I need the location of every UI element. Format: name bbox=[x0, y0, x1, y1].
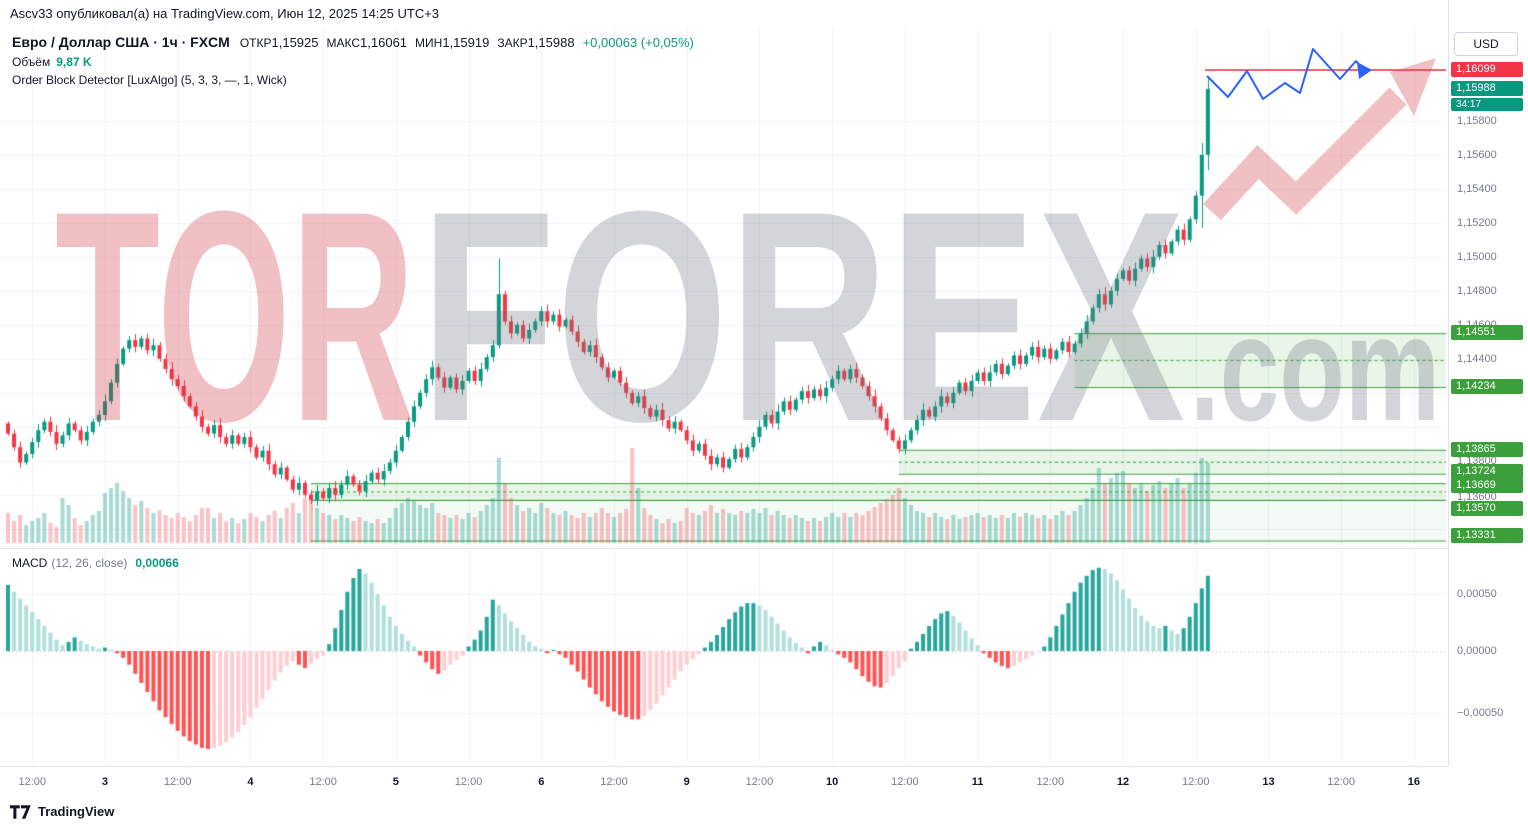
time-day-label: 5 bbox=[392, 776, 399, 788]
open-value: 1,15925 bbox=[271, 35, 319, 50]
price-tick-label: 1,13600 bbox=[1457, 491, 1497, 503]
price-tick-label: 1,14400 bbox=[1457, 353, 1497, 365]
macd-label: MACD bbox=[12, 556, 48, 570]
price-level-label: 1,13669 bbox=[1451, 478, 1523, 493]
time-day-label: 10 bbox=[826, 776, 839, 788]
price-level-label: 1,14234 bbox=[1451, 379, 1523, 394]
time-hour-label: 12:00 bbox=[163, 776, 192, 788]
tradingview-brand-text: TradingView bbox=[38, 804, 115, 819]
tradingview-brand[interactable]: TradingView bbox=[10, 804, 114, 819]
chart-legend: Евро / Доллар США · 1ч · FXCM ОТКР1,15925… bbox=[12, 34, 694, 87]
price-level-label: 1,16099 bbox=[1451, 62, 1523, 77]
price-tick-label: 1,14800 bbox=[1457, 285, 1497, 297]
low-label: МИН bbox=[415, 36, 443, 50]
price-tick-label: 1,15200 bbox=[1457, 217, 1497, 229]
low-value: 1,15919 bbox=[442, 35, 490, 50]
time-hour-label: 12:00 bbox=[1181, 776, 1210, 788]
price-tick-label: 1,15800 bbox=[1457, 115, 1497, 127]
price-level-label: 1,13724 bbox=[1451, 464, 1523, 479]
volume-legend-label[interactable]: Объём bbox=[12, 55, 51, 69]
macd-tick-label: −0,00050 bbox=[1457, 707, 1504, 719]
macd-tick-label: 0,00050 bbox=[1457, 588, 1497, 600]
price-tick-label: 1,15400 bbox=[1457, 183, 1497, 195]
macd-tick-label: 0,00000 bbox=[1457, 645, 1497, 657]
price-level-label: 1,13865 bbox=[1451, 442, 1523, 457]
time-hour-label: 12:00 bbox=[18, 776, 46, 788]
price-tick-label: 1,15600 bbox=[1457, 149, 1497, 161]
time-hour-label: 12:00 bbox=[891, 776, 919, 788]
time-day-label: 6 bbox=[538, 776, 545, 788]
currency-usd-button[interactable]: USD bbox=[1454, 32, 1518, 56]
close-value: 1,15988 bbox=[527, 35, 575, 50]
published-note: Ascv33 опубликовал(а) на TradingView.com… bbox=[10, 6, 440, 21]
macd-legend[interactable]: MACD (12, 26, close) 0,00066 bbox=[12, 556, 179, 570]
time-hour-label: 12:00 bbox=[1327, 776, 1355, 788]
orderblock-indicator-legend[interactable]: Order Block Detector [LuxAlgo] (5, 3, 3,… bbox=[12, 73, 287, 87]
time-day-label: 11 bbox=[971, 776, 984, 788]
time-day-label: 3 bbox=[101, 776, 109, 788]
time-day-label: 9 bbox=[683, 776, 690, 788]
time-axis[interactable]: 12:00 3 12:00 4 12:00 5 12:00 6 12:00 9 12:00 10 12:… bbox=[0, 766, 1448, 799]
macd-value: 0,00066 bbox=[135, 556, 179, 570]
price-level-label: 1,14551 bbox=[1451, 325, 1523, 340]
countdown-label: 34:17 bbox=[1451, 98, 1523, 111]
price-tick-label: 1,15000 bbox=[1457, 251, 1497, 263]
time-day-label: 12 bbox=[1116, 776, 1130, 788]
change-value: +0,00063 (+0,05%) bbox=[582, 35, 694, 50]
macd-params: (12, 26, close) bbox=[51, 556, 128, 570]
time-day-label: 13 bbox=[1262, 776, 1275, 788]
price-axis[interactable]: USD 1,15800 1,15600 1,15400 1,15200 1,15000 1… bbox=[1448, 0, 1528, 766]
price-level-label: 1,13331 bbox=[1451, 528, 1523, 543]
open-label: ОТКР bbox=[239, 36, 272, 50]
time-day-label: 16 bbox=[1407, 776, 1421, 788]
time-hour-label: 12:00 bbox=[600, 776, 628, 788]
price-level-label: 1,15988 bbox=[1451, 81, 1523, 96]
time-day-label: 4 bbox=[247, 776, 254, 788]
high-label: МАКС bbox=[326, 36, 361, 50]
close-label: ЗАКР bbox=[497, 36, 528, 50]
symbol-title[interactable]: Евро / Доллар США · 1ч · FXCM bbox=[12, 34, 230, 50]
price-level-label: 1,13570 bbox=[1451, 501, 1523, 516]
volume-value: 9,87 K bbox=[56, 55, 92, 69]
tradingview-logo-icon bbox=[10, 804, 31, 819]
time-hour-label: 12:00 bbox=[745, 776, 774, 788]
time-hour-label: 12:00 bbox=[309, 776, 337, 788]
time-hour-label: 12:00 bbox=[454, 776, 483, 788]
high-value: 1,16061 bbox=[360, 35, 408, 50]
time-hour-label: 12:00 bbox=[1036, 776, 1065, 788]
panel-divider[interactable] bbox=[0, 548, 1448, 549]
